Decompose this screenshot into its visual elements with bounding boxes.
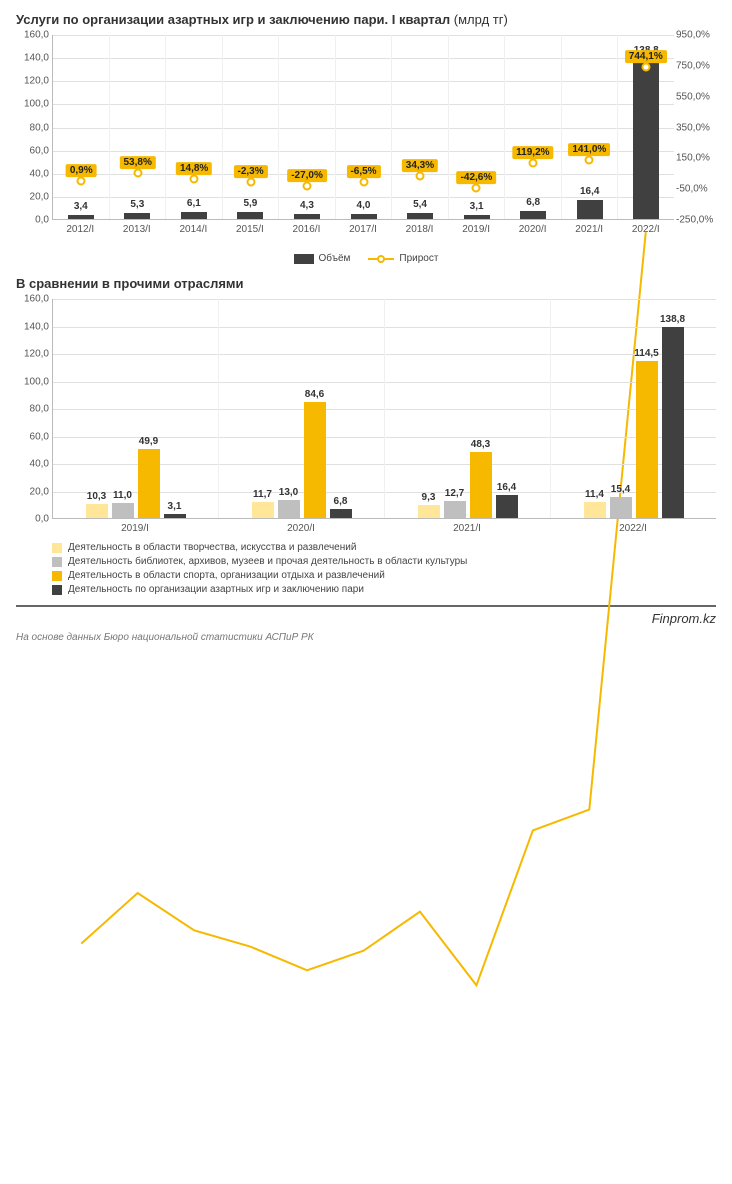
- chart1-line-svg: [53, 35, 674, 1184]
- chart1-line-label: 744,1%: [625, 50, 667, 63]
- chart2-bar: 11,0: [112, 503, 134, 518]
- chart1-line-label: 141,0%: [568, 143, 610, 156]
- chart2-area: 0,020,040,060,080,0100,0120,0140,0160,01…: [52, 299, 716, 519]
- chart2-group: 9,3 12,7 48,3 16,4: [385, 299, 551, 518]
- chart1-line-label: -27,0%: [287, 169, 327, 182]
- chart1-line-marker: [359, 178, 368, 187]
- chart1-line-label: -2,3%: [234, 165, 268, 178]
- chart2-y-label: 160,0: [17, 294, 49, 305]
- chart2-bar-value: 6,8: [311, 496, 371, 507]
- chart2-bar: 13,0: [278, 500, 300, 518]
- chart2-x-label: 2022/I: [550, 519, 716, 534]
- chart2-y-label: 40,0: [17, 459, 49, 470]
- chart2-y-label: 120,0: [17, 349, 49, 360]
- legend-swatch-line-icon: [368, 258, 394, 260]
- chart1-line-marker: [528, 159, 537, 168]
- chart1-area: 0,020,040,060,080,0100,0120,0140,0160,0-…: [52, 35, 674, 220]
- chart1-y-right-label: 350,0%: [676, 122, 716, 133]
- chart2-bar: 11,7: [252, 502, 274, 518]
- chart1-y-right-label: 950,0%: [676, 30, 716, 41]
- chart1-y-left-label: 40,0: [17, 168, 49, 179]
- chart1-line-label: -6,5%: [346, 166, 380, 179]
- chart2-bar: 9,3: [418, 505, 440, 518]
- chart1-line-marker: [133, 169, 142, 178]
- chart2-y-label: 0,0: [17, 514, 49, 525]
- chart2-bar-value: 138,8: [643, 314, 703, 325]
- chart2-group: 11,415,4114,5138,8: [551, 299, 716, 518]
- chart2-x-label: 2019/I: [52, 519, 218, 534]
- chart1-y-right-label: -250,0%: [676, 215, 716, 226]
- chart1-y-left-label: 80,0: [17, 122, 49, 133]
- chart2-y-label: 100,0: [17, 376, 49, 387]
- chart1-title-text: Услуги по организации азартных игр и зак…: [16, 12, 450, 27]
- chart2-y-label: 20,0: [17, 486, 49, 497]
- chart2-y-label: 140,0: [17, 321, 49, 332]
- chart1-y-left-label: 100,0: [17, 99, 49, 110]
- chart1-line-marker: [585, 155, 594, 164]
- chart1-line-label: 34,3%: [402, 159, 438, 172]
- chart1-y-right-label: 150,0%: [676, 153, 716, 164]
- chart1-line-label: 119,2%: [512, 146, 553, 159]
- chart1-y-right-label: 550,0%: [676, 91, 716, 102]
- chart1-y-left-label: 140,0: [17, 53, 49, 64]
- chart1-unit: (млрд тг): [454, 12, 508, 27]
- chart1-line-marker: [472, 184, 481, 193]
- chart2-y-label: 60,0: [17, 431, 49, 442]
- chart1-title: Услуги по организации азартных игр и зак…: [16, 12, 716, 27]
- chart2-x-label: 2021/I: [384, 519, 550, 534]
- chart1-y-left-label: 0,0: [17, 215, 49, 226]
- chart1-line-marker: [415, 172, 424, 181]
- chart2-bar: 15,4: [610, 497, 632, 518]
- chart1-line-marker: [77, 177, 86, 186]
- chart2-bar: 6,8: [330, 509, 352, 518]
- chart2-bar-value: 48,3: [451, 439, 511, 450]
- chart1-y-left-label: 120,0: [17, 76, 49, 87]
- chart1-y-right-label: -50,0%: [676, 184, 716, 195]
- chart1-y-left-label: 160,0: [17, 30, 49, 41]
- chart2-bar: 11,4: [584, 502, 606, 518]
- chart1-line-marker: [641, 62, 650, 71]
- chart2-bar: 114,5: [636, 361, 658, 518]
- chart1: 0,020,040,060,080,0100,0120,0140,0160,0-…: [16, 35, 716, 235]
- chart2-bar: 16,4: [496, 495, 518, 518]
- chart1-y-left-label: 60,0: [17, 145, 49, 156]
- chart2-group: 11,713,0 84,6 6,8: [219, 299, 385, 518]
- chart2-bar: 138,8: [662, 327, 684, 518]
- chart2-bar-value: 84,6: [285, 389, 345, 400]
- chart1-y-left-label: 20,0: [17, 191, 49, 202]
- chart1-y-right-label: 750,0%: [676, 60, 716, 71]
- chart2: 0,020,040,060,080,0100,0120,0140,0160,01…: [16, 299, 716, 534]
- chart1-line-label: 53,8%: [119, 156, 155, 169]
- chart1-line-label: 0,9%: [66, 164, 97, 177]
- chart2-bar-value: 49,9: [119, 436, 179, 447]
- chart2-bar: 10,3: [86, 504, 108, 518]
- chart2-x-axis: 2019/I2020/I2021/I2022/I: [52, 519, 716, 534]
- chart1-line-marker: [303, 181, 312, 190]
- chart1-line-marker: [246, 177, 255, 186]
- chart2-bars-row: 10,3 11,0 49,9 3,1 11,713,0 84,6 6,8 9,3 12,7 48,…: [53, 299, 716, 518]
- chart2-bar: 3,1: [164, 514, 186, 518]
- chart2-bar-value: 16,4: [477, 482, 537, 493]
- chart1-line-marker: [190, 175, 199, 184]
- chart2-group: 10,3 11,0 49,9 3,1: [53, 299, 219, 518]
- chart2-x-label: 2020/I: [218, 519, 384, 534]
- chart2-bar-value: 3,1: [145, 501, 205, 512]
- chart2-bar: 12,7: [444, 501, 466, 518]
- chart1-line-label: -42,6%: [457, 171, 497, 184]
- chart2-y-label: 80,0: [17, 404, 49, 415]
- chart1-line-label: 14,8%: [176, 162, 212, 175]
